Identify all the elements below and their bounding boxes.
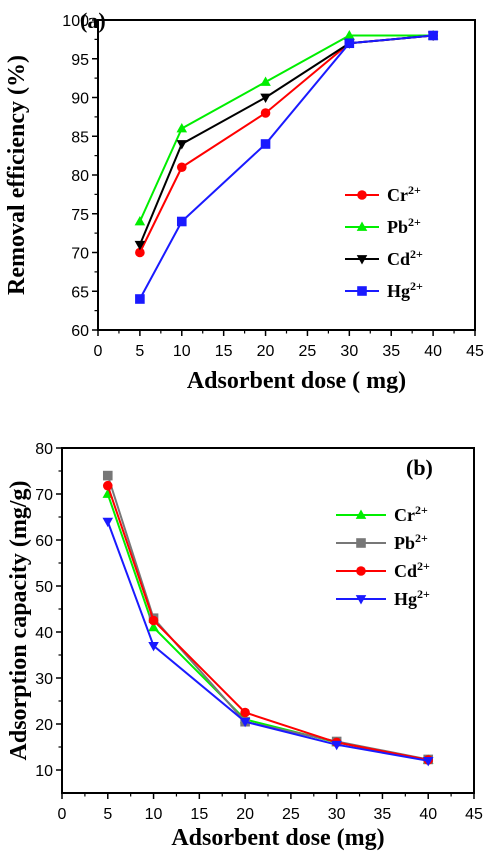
x-tick-label: 20	[236, 806, 254, 823]
x-tick-label: 15	[215, 343, 233, 360]
legend-label: Hg2+	[387, 279, 423, 301]
legend-label: Cd2+	[394, 559, 430, 581]
x-tick-label: 30	[328, 806, 346, 823]
y-tick-label: 65	[71, 284, 89, 301]
y-tick-label: 60	[71, 323, 89, 340]
x-tick-label: 30	[340, 343, 358, 360]
y-tick-label: 95	[71, 52, 89, 69]
x-tick-label: 35	[374, 806, 392, 823]
data-point-pb	[344, 29, 355, 40]
data-point-hg	[331, 740, 342, 751]
y-tick-label: 85	[71, 129, 89, 146]
x-axis-title: Adsorbent dose (mg)	[171, 825, 384, 851]
legend-marker	[356, 255, 368, 265]
y-tick-label: 10	[35, 763, 53, 780]
data-point-cd	[134, 240, 146, 251]
data-point-pb	[176, 122, 188, 133]
y-tick-label: 90	[71, 91, 89, 108]
legend-marker	[356, 538, 366, 548]
x-tick-label: 10	[145, 806, 163, 823]
legend-label: Cr2+	[387, 183, 421, 205]
data-point-cr	[176, 162, 187, 173]
x-tick-label: 45	[466, 343, 484, 360]
legend-label: Pb2+	[387, 215, 421, 237]
y-tick-label: 40	[35, 625, 53, 642]
panel-b: 0 5 10 15 20 25 30 35 40 45 10 20 30 40 50 60 70 80 Adsorb…	[6, 441, 483, 851]
data-point-cd	[240, 707, 250, 718]
data-point-cr	[135, 247, 145, 258]
x-tick-label: 40	[419, 806, 437, 823]
data-point-cd	[102, 480, 113, 491]
legend-label: Pb2+	[394, 531, 428, 553]
data-point-hg	[344, 38, 355, 49]
panel-label: (a)	[80, 8, 106, 33]
legend-marker	[356, 566, 366, 576]
y-tick-label: 30	[35, 671, 53, 688]
y-tick-label: 70	[71, 246, 89, 263]
y-tick-label: 100	[62, 13, 89, 30]
panel-a: 0 5 10 15 20 25 30 35 40 45 60 65 70 75 80 85 90 95 100 Ads…	[4, 8, 484, 394]
x-tick-label: 0	[58, 806, 67, 823]
plot-frame	[61, 447, 475, 794]
x-tick-label: 5	[135, 343, 144, 360]
y-axis-title: Adsorption capacity (mg/g)	[6, 481, 32, 761]
data-point-hg	[260, 139, 271, 149]
data-point-hg	[176, 216, 187, 227]
data-point-hg	[135, 294, 145, 304]
x-axis-title: Adsorbent dose ( mg)	[187, 368, 406, 394]
data-point-cr	[260, 108, 271, 118]
panel-label: (b)	[406, 455, 433, 480]
legend-marker	[356, 221, 368, 231]
data-point-pb	[134, 215, 146, 226]
y-tick-label: 75	[71, 207, 89, 224]
legend-marker	[357, 190, 367, 200]
data-point-hg	[239, 717, 251, 728]
data-point-cr	[148, 621, 159, 632]
legend-label: Cd2+	[387, 247, 423, 269]
x-tick-label: 45	[465, 806, 483, 823]
x-tick-label: 35	[382, 343, 400, 360]
y-tick-label: 80	[71, 168, 89, 185]
series-line-cd	[138, 34, 434, 246]
y-tick-label: 70	[35, 487, 53, 504]
data-point-hg	[422, 756, 434, 767]
y-tick-label: 20	[35, 717, 53, 734]
legend-marker	[355, 509, 367, 519]
x-tick-label: 10	[173, 343, 191, 360]
data-point-hg	[428, 30, 438, 41]
legend-marker	[357, 286, 367, 296]
legend-label: Hg2+	[394, 587, 430, 609]
data-point-hg	[148, 641, 159, 652]
y-tick-label: 80	[35, 441, 53, 458]
data-point-cd	[148, 615, 159, 626]
data-point-pb	[260, 76, 271, 86]
legend-marker	[355, 595, 367, 605]
legend-label: Cr2+	[394, 503, 428, 525]
x-tick-label: 25	[282, 806, 300, 823]
data-point-pb	[102, 470, 113, 481]
x-tick-label: 5	[103, 806, 112, 823]
y-axis-title: Removal efficiency (%)	[4, 55, 30, 295]
y-tick-label: 60	[35, 533, 53, 550]
x-tick-label: 15	[190, 806, 208, 823]
y-tick-label: 50	[35, 579, 53, 596]
x-tick-label: 0	[94, 343, 103, 360]
data-point-hg	[102, 517, 114, 528]
x-tick-label: 40	[424, 343, 442, 360]
x-tick-label: 25	[299, 343, 317, 360]
x-tick-label: 20	[257, 343, 275, 360]
data-point-cd	[260, 93, 271, 104]
data-point-cd	[176, 140, 188, 150]
